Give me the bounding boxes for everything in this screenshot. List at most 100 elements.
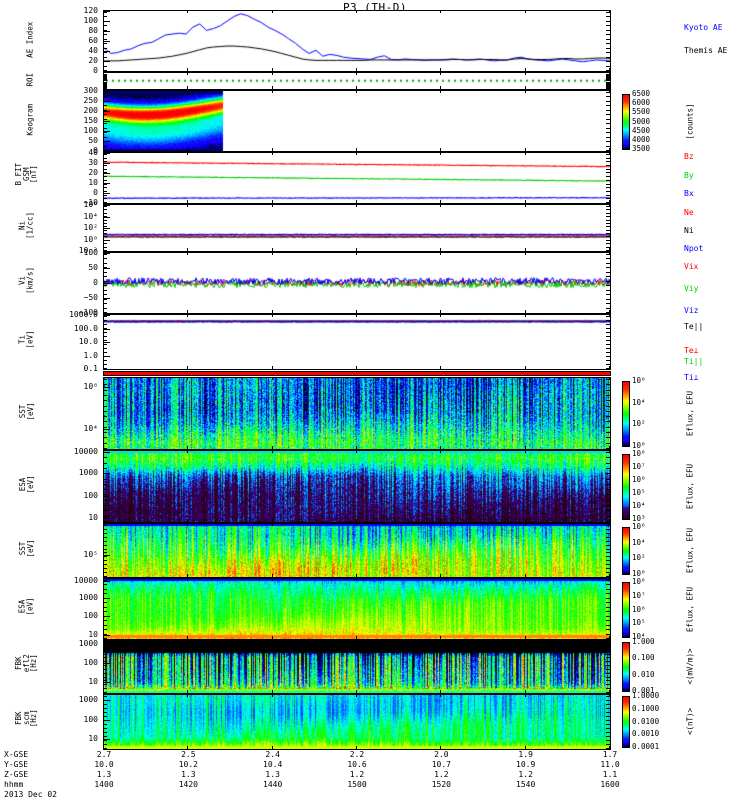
x-tick (609, 310, 610, 313)
y-minor-tick (104, 101, 107, 102)
y-minor-tick-right (606, 344, 610, 345)
y-minor-tick-right (606, 198, 610, 199)
y-minor-tick-right (606, 52, 610, 53)
y-minor-tick-right (606, 263, 610, 264)
x-tick (356, 248, 357, 251)
ephemeris-value: 10.7 (431, 760, 451, 769)
y-minor-tick (104, 276, 107, 277)
x-tick (103, 90, 104, 93)
y-minor-tick-right (606, 340, 610, 341)
x-tick (440, 746, 441, 749)
y-minor-tick (104, 206, 107, 207)
x-tick (272, 248, 273, 251)
y-minor-tick-right (606, 545, 610, 546)
x-tick (272, 314, 273, 317)
y-minor-tick-right (606, 272, 610, 273)
y-tick-label: 100 (83, 16, 98, 25)
x-tick (440, 152, 441, 155)
y-minor-tick (104, 494, 107, 495)
y-minor-tick (104, 348, 107, 349)
legend-Bx: Bx (684, 189, 694, 198)
x-tick (356, 746, 357, 749)
panel-canvas-ae-index (104, 11, 610, 71)
y-minor-tick (104, 70, 107, 71)
y-minor-tick (104, 620, 107, 621)
legend-Viy: Viy (684, 284, 699, 293)
y-tick-mark (104, 51, 110, 52)
x-tick (187, 90, 188, 93)
y-minor-tick (104, 220, 107, 221)
y-minor-tick (104, 320, 107, 321)
y-minor-tick-right (606, 684, 610, 685)
y-minor-tick-right (606, 191, 610, 192)
axis-title-fbk-e12: FBK efl2 [Hz] (13, 654, 38, 673)
y-minor-tick-right (606, 220, 610, 221)
colorbar-tick-label: 4500 (632, 125, 651, 135)
y-minor-tick-right (606, 448, 610, 449)
x-tick (272, 252, 273, 255)
x-tick (525, 314, 526, 317)
y-minor-tick-right (606, 549, 610, 550)
panel-canvas-sst-e (104, 378, 610, 449)
x-tick (187, 377, 188, 380)
y-tick-mark (104, 131, 110, 132)
x-tick (525, 578, 526, 581)
y-minor-tick (104, 267, 107, 268)
y-minor-tick (104, 740, 107, 741)
x-tick (440, 636, 441, 639)
y-minor-tick-right (606, 250, 610, 251)
y-minor-tick (104, 230, 107, 231)
y-tick-label: 100 (83, 611, 98, 621)
colorbar-tick-label: 5500 (632, 107, 651, 117)
x-tick (440, 68, 441, 71)
panel-canvas-keogram (104, 91, 610, 151)
y-minor-tick-right (606, 119, 610, 120)
x-tick (272, 690, 273, 693)
y-minor-tick-right (606, 110, 610, 111)
panel-esa-i (103, 578, 611, 640)
x-tick (187, 86, 188, 89)
panel-roi (103, 72, 611, 90)
x-tick (272, 10, 273, 13)
y-tick-mark (104, 205, 110, 206)
y-tick-label: 0 (93, 278, 98, 287)
x-tick (609, 152, 610, 155)
x-tick (609, 640, 610, 643)
y-minor-tick-right (606, 290, 610, 291)
y-minor-tick (104, 411, 107, 412)
y-tick-mark (104, 173, 110, 174)
y-tick-mark (104, 313, 110, 314)
y-tick-label: 1000.0 (69, 310, 98, 319)
x-tick (609, 694, 610, 697)
x-tick (272, 694, 273, 697)
y-minor-tick (104, 290, 107, 291)
x-tick (272, 68, 273, 71)
y-tick-mark (104, 151, 110, 152)
y-minor-tick-right (606, 281, 610, 282)
y-minor-tick (104, 169, 107, 170)
y-minor-tick (104, 86, 107, 87)
x-tick (525, 446, 526, 449)
x-tick (103, 248, 104, 251)
y-minor-tick-right (606, 34, 610, 35)
x-tick (356, 636, 357, 639)
x-tick (525, 450, 526, 453)
y-minor-tick (104, 308, 107, 309)
legend-Ti: Ti|| (684, 357, 704, 366)
y-tick-label: 40 (88, 46, 98, 55)
x-tick (525, 90, 526, 93)
y-minor-tick (104, 158, 107, 159)
y-minor-tick-right (606, 303, 610, 304)
x-tick (440, 72, 441, 75)
y-minor-tick-right (606, 677, 610, 678)
x-tick (356, 574, 357, 577)
y-minor-tick (104, 406, 107, 407)
y-tick-label: 10⁵ (83, 549, 98, 559)
y-tick-mark (104, 555, 110, 556)
ti-overflow-bar (103, 371, 611, 376)
colorbar-tick-label: 10⁰ (632, 569, 646, 578)
y-minor-tick (104, 607, 107, 608)
x-tick (272, 72, 273, 75)
x-tick (609, 523, 610, 526)
x-tick (356, 640, 357, 643)
